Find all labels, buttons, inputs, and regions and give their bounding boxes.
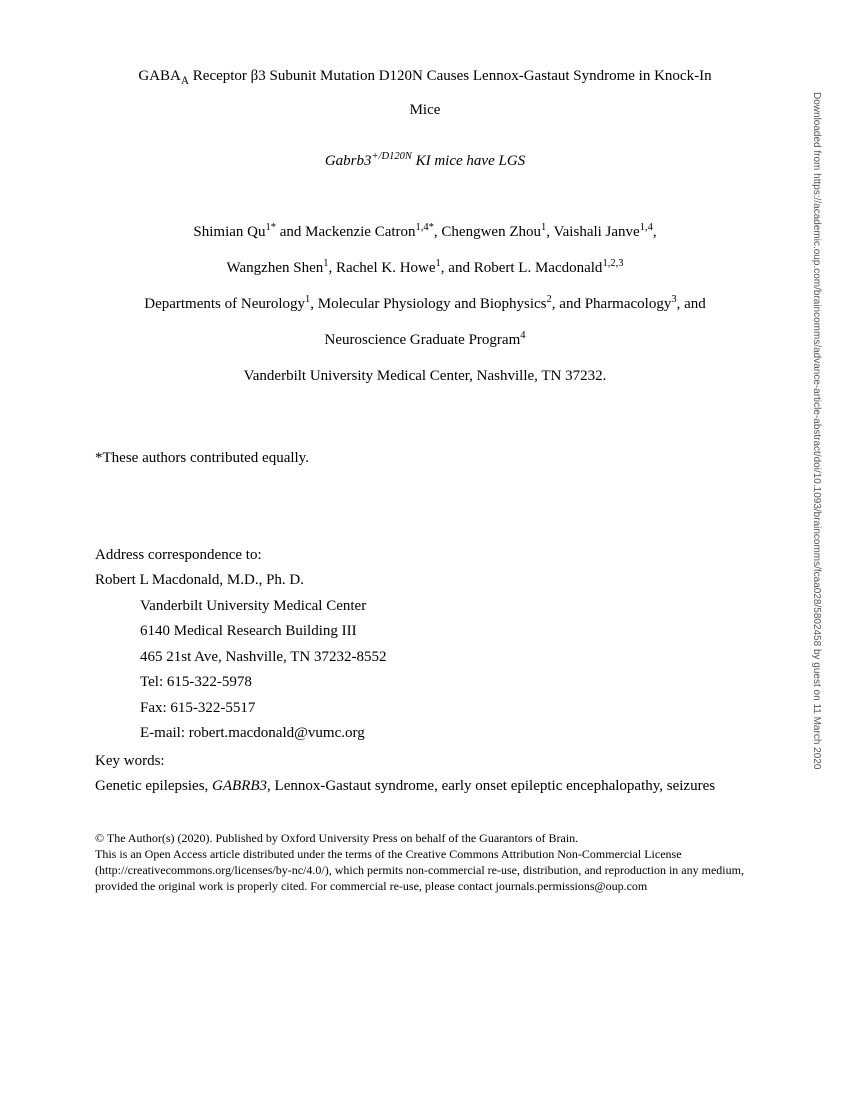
author-name: Chengwen Zhou: [441, 224, 541, 240]
author-sup: 1*: [266, 222, 277, 233]
author-sep: , and: [441, 260, 474, 276]
footer-line1: © The Author(s) (2020). Published by Oxf…: [95, 830, 755, 846]
affiliation-text: Departments of Neurology: [144, 296, 305, 312]
correspondence-address-line: Vanderbilt University Medical Center: [140, 594, 755, 620]
subtitle-gene: Gabrb3: [325, 153, 372, 169]
author-name: Vaishali Janve: [553, 224, 639, 240]
author-sup: 1,2,3: [602, 258, 623, 269]
affiliation-text: , and Pharmacology: [552, 296, 672, 312]
keywords-heading: Key words:: [95, 749, 755, 775]
correspondence-email: E-mail: robert.macdonald@vumc.org: [140, 721, 755, 747]
title-line2: Mice: [410, 102, 441, 118]
authors-block: Shimian Qu1* and Mackenzie Catron1,4*, C…: [95, 214, 755, 286]
keywords-gene: GABRB3: [212, 778, 267, 794]
author-name: Mackenzie Catron: [305, 224, 415, 240]
author-name: Shimian Qu: [193, 224, 265, 240]
subtitle-gene-sup: +/D120N: [372, 151, 412, 162]
affiliations-block: Departments of Neurology1, Molecular Phy…: [95, 286, 755, 394]
keywords-pre: Genetic epilepsies,: [95, 778, 212, 794]
paper-subtitle: Gabrb3+/D120N KI mice have LGS: [95, 145, 755, 178]
affiliation-sup: 4: [520, 330, 525, 341]
author-name: Robert L. Macdonald: [474, 260, 603, 276]
affiliation-text: Neuroscience Graduate Program: [325, 332, 521, 348]
title-text-pre: GABA: [138, 68, 181, 84]
author-sep: ,: [328, 260, 336, 276]
author-sup: 1,4*: [416, 222, 434, 233]
download-watermark: Downloaded from https://academic.oup.com…: [811, 92, 822, 1002]
author-sep: and: [276, 224, 305, 240]
title-text-post: Receptor β3 Subunit Mutation D120N Cause…: [189, 68, 712, 84]
paper-title: GABAA Receptor β3 Subunit Mutation D120N…: [95, 60, 755, 127]
keywords-post: , Lennox-Gastaut syndrome, early onset e…: [267, 778, 715, 794]
affiliation-address: Vanderbilt University Medical Center, Na…: [244, 368, 607, 384]
correspondence-name: Robert L Macdonald, M.D., Ph. D.: [95, 568, 755, 594]
author-name: Wangzhen Shen: [227, 260, 324, 276]
correspondence-heading: Address correspondence to:: [95, 543, 755, 569]
correspondence-tel: Tel: 615-322-5978: [140, 670, 755, 696]
correspondence-address-line: 6140 Medical Research Building III: [140, 619, 755, 645]
author-sep: ,: [653, 224, 657, 240]
affiliation-text: , and: [677, 296, 706, 312]
correspondence-address-line: 465 21st Ave, Nashville, TN 37232-8552: [140, 645, 755, 671]
subtitle-rest: KI mice have LGS: [412, 153, 525, 169]
affiliation-text: , Molecular Physiology and Biophysics: [310, 296, 546, 312]
author-sup: 1,4: [640, 222, 653, 233]
keywords-list: Genetic epilepsies, GABRB3, Lennox-Gasta…: [95, 774, 755, 800]
author-name: Rachel K. Howe: [336, 260, 436, 276]
title-subscript: A: [181, 75, 189, 87]
copyright-footer: © The Author(s) (2020). Published by Oxf…: [95, 830, 755, 895]
page-content: GABAA Receptor β3 Subunit Mutation D120N…: [0, 0, 850, 925]
equal-contribution-note: *These authors contributed equally.: [95, 442, 755, 475]
correspondence-fax: Fax: 615-322-5517: [140, 696, 755, 722]
footer-line2: This is an Open Access article distribut…: [95, 846, 755, 895]
